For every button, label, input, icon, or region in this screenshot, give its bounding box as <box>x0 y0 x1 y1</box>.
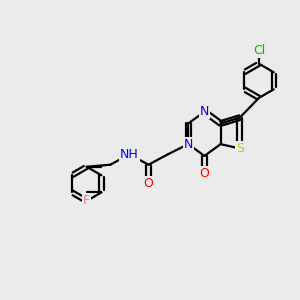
Text: O: O <box>144 177 154 190</box>
Text: O: O <box>200 167 209 180</box>
Text: F: F <box>83 194 90 207</box>
Text: Cl: Cl <box>253 44 265 57</box>
Text: S: S <box>236 142 244 155</box>
Text: N: N <box>200 105 209 118</box>
Text: N: N <box>184 138 193 151</box>
Text: NH: NH <box>120 148 139 161</box>
